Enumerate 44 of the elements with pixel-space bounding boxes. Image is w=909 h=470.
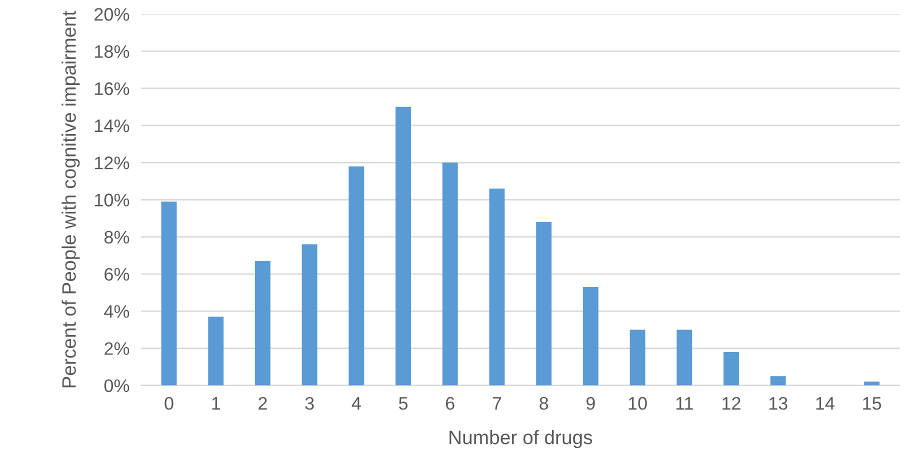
bar xyxy=(864,382,880,386)
bar xyxy=(582,287,598,386)
bar xyxy=(724,352,739,386)
y-tick-label: 12% xyxy=(95,156,130,170)
y-tick-label: 20% xyxy=(94,8,130,21)
x-tick-label: 15 xyxy=(863,397,882,410)
bar xyxy=(254,261,270,386)
x-tick-label: 5 xyxy=(398,397,408,410)
y-tick-label: 8% xyxy=(104,230,130,244)
x-tick-label: 1 xyxy=(212,397,220,410)
x-tick-label: 13 xyxy=(769,396,788,410)
x-tick-label: 9 xyxy=(586,396,595,410)
x-tick-label: 12 xyxy=(722,396,740,410)
y-tick-label: 10% xyxy=(95,194,130,206)
x-tick-label: 10 xyxy=(628,396,647,410)
x-tick-label: 14 xyxy=(816,397,834,410)
bar xyxy=(489,188,505,386)
bar xyxy=(208,316,224,386)
y-tick-label: 2% xyxy=(104,342,130,355)
bar xyxy=(442,162,458,386)
bar xyxy=(676,330,692,386)
x-tick-label: 8 xyxy=(540,396,548,410)
x-tick-label: 6 xyxy=(446,396,454,410)
y-tick-label: 4% xyxy=(104,305,130,318)
y-tick-label: 16% xyxy=(95,82,130,96)
bar xyxy=(302,244,318,386)
x-tick-label: 3 xyxy=(305,396,314,410)
y-tick-label: 6% xyxy=(104,268,130,281)
bar xyxy=(770,376,786,386)
bar xyxy=(536,222,552,386)
x-axis-title: Number of drugs xyxy=(450,430,592,448)
x-tick-label: 0 xyxy=(164,396,174,410)
bar xyxy=(396,106,411,386)
x-tick-label: 7 xyxy=(492,397,502,410)
bar xyxy=(348,166,364,386)
y-tick-label: 18% xyxy=(95,45,130,58)
y-tick-label: 14% xyxy=(95,120,130,132)
x-tick-label: 11 xyxy=(676,397,693,410)
y-axis-title: Percent of People with cognitive impairment xyxy=(62,10,80,388)
x-tick-label: 2 xyxy=(258,396,267,410)
bar xyxy=(630,330,646,386)
y-tick-label: 0% xyxy=(104,379,130,392)
bar xyxy=(161,202,177,386)
x-tick-label: 4 xyxy=(352,397,361,410)
